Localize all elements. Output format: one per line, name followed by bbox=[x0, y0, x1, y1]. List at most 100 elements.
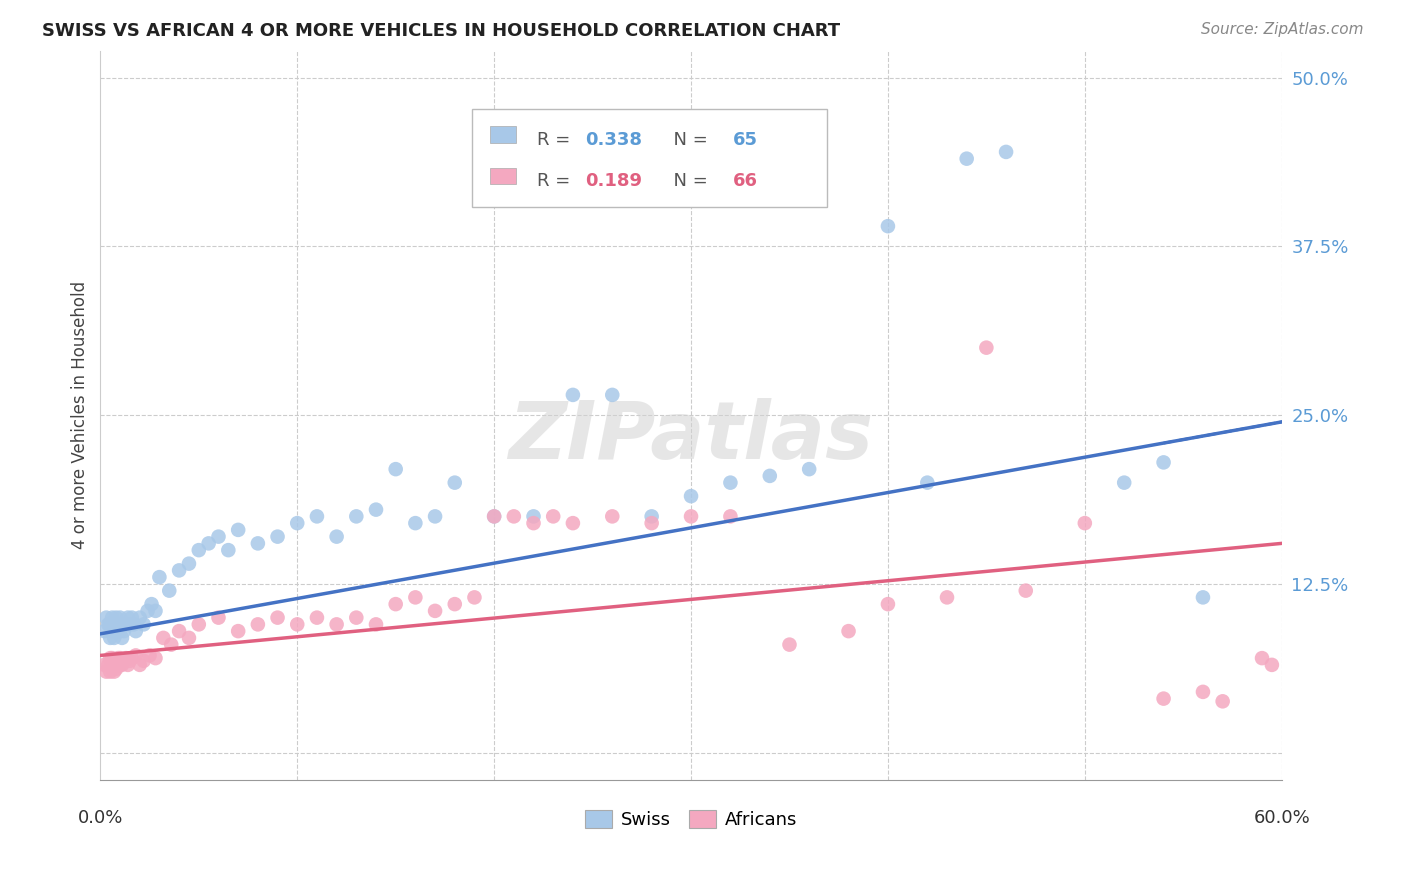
Point bbox=[105, 654, 128, 668]
Point bbox=[103, 665, 125, 679]
FancyBboxPatch shape bbox=[472, 109, 827, 208]
Point bbox=[157, 583, 180, 598]
Point bbox=[167, 563, 190, 577]
Point bbox=[226, 523, 249, 537]
Text: N =: N = bbox=[661, 172, 713, 190]
Point bbox=[105, 662, 128, 676]
Text: R =: R = bbox=[537, 131, 576, 149]
Point bbox=[132, 654, 155, 668]
Point bbox=[877, 219, 900, 234]
Point bbox=[121, 610, 143, 624]
Point bbox=[105, 610, 128, 624]
Point bbox=[132, 617, 155, 632]
Point bbox=[384, 462, 406, 476]
Point bbox=[105, 624, 128, 639]
Text: 60.0%: 60.0% bbox=[1253, 809, 1310, 827]
Point bbox=[121, 651, 143, 665]
Point bbox=[266, 610, 288, 624]
Point bbox=[96, 665, 118, 679]
Point bbox=[108, 657, 131, 672]
Point bbox=[141, 597, 163, 611]
Point bbox=[98, 631, 121, 645]
Text: 65: 65 bbox=[733, 131, 758, 149]
Point bbox=[112, 624, 135, 639]
Text: SWISS VS AFRICAN 4 OR MORE VEHICLES IN HOUSEHOLD CORRELATION CHART: SWISS VS AFRICAN 4 OR MORE VEHICLES IN H… bbox=[42, 22, 841, 40]
Point bbox=[404, 516, 426, 530]
Point bbox=[138, 648, 160, 663]
Point bbox=[976, 341, 998, 355]
Point bbox=[482, 509, 505, 524]
Point bbox=[98, 651, 121, 665]
Point bbox=[600, 388, 623, 402]
Point bbox=[799, 462, 821, 476]
Point bbox=[93, 657, 115, 672]
Point bbox=[98, 617, 121, 632]
Point bbox=[103, 617, 125, 632]
Point bbox=[101, 610, 124, 624]
Point bbox=[600, 509, 623, 524]
Point bbox=[145, 651, 167, 665]
Point bbox=[108, 610, 131, 624]
FancyBboxPatch shape bbox=[491, 127, 516, 143]
Point bbox=[197, 536, 219, 550]
Point bbox=[266, 530, 288, 544]
Point bbox=[1114, 475, 1136, 490]
Point bbox=[107, 617, 129, 632]
Point bbox=[108, 651, 131, 665]
Point bbox=[344, 610, 367, 624]
Point bbox=[125, 648, 148, 663]
Point bbox=[995, 145, 1018, 159]
Point bbox=[145, 604, 167, 618]
Point bbox=[364, 502, 387, 516]
Point bbox=[111, 631, 134, 645]
Point bbox=[101, 651, 124, 665]
Point bbox=[956, 152, 979, 166]
Point bbox=[115, 617, 138, 632]
Point bbox=[325, 617, 347, 632]
Point bbox=[443, 475, 465, 490]
Point bbox=[111, 617, 134, 632]
Point bbox=[285, 617, 308, 632]
Point bbox=[1251, 651, 1274, 665]
Point bbox=[640, 509, 662, 524]
Point bbox=[246, 536, 269, 550]
Point bbox=[118, 617, 141, 632]
Point bbox=[640, 516, 662, 530]
Point bbox=[97, 617, 120, 632]
Text: 0.0%: 0.0% bbox=[77, 809, 124, 827]
Text: ZIPatlas: ZIPatlas bbox=[509, 398, 873, 476]
Point bbox=[463, 591, 485, 605]
Point bbox=[423, 604, 446, 618]
Point bbox=[1192, 591, 1215, 605]
Point bbox=[93, 624, 115, 639]
Y-axis label: 4 or more Vehicles in Household: 4 or more Vehicles in Household bbox=[72, 281, 89, 549]
Point bbox=[718, 475, 741, 490]
Point bbox=[384, 597, 406, 611]
Point bbox=[152, 631, 174, 645]
Text: 0.189: 0.189 bbox=[585, 172, 641, 190]
Point bbox=[177, 631, 200, 645]
Point bbox=[160, 638, 183, 652]
Point bbox=[167, 624, 190, 639]
Point bbox=[522, 516, 544, 530]
Point bbox=[1192, 685, 1215, 699]
Point bbox=[285, 516, 308, 530]
Point bbox=[118, 654, 141, 668]
Point bbox=[112, 654, 135, 668]
Point bbox=[522, 509, 544, 524]
Point bbox=[103, 654, 125, 668]
Point bbox=[541, 509, 564, 524]
Point bbox=[107, 657, 129, 672]
Point bbox=[936, 591, 959, 605]
Point bbox=[117, 610, 139, 624]
Text: 66: 66 bbox=[733, 172, 758, 190]
Point bbox=[1261, 657, 1284, 672]
Point bbox=[1074, 516, 1097, 530]
Text: 0.338: 0.338 bbox=[585, 131, 641, 149]
Point bbox=[96, 610, 118, 624]
Point bbox=[187, 617, 209, 632]
Legend: Swiss, Africans: Swiss, Africans bbox=[578, 803, 804, 836]
Text: N =: N = bbox=[661, 131, 713, 149]
Point bbox=[207, 530, 229, 544]
Point bbox=[98, 665, 121, 679]
